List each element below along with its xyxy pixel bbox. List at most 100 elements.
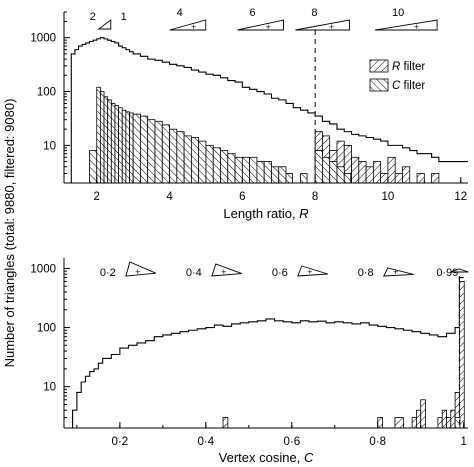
vertex-cosine-y-tick-label: 100 <box>37 323 56 335</box>
triangle-centroid-marker: + <box>221 268 227 276</box>
length-ratio-bar-r-filter <box>416 173 425 184</box>
triangle-inset-shape <box>375 19 438 31</box>
length-ratio-y-tick-label: 100 <box>37 87 56 99</box>
length-ratio-bar-c-filter <box>336 166 345 184</box>
vertex-cosine-bar-r-filter <box>420 399 426 429</box>
triangle-centroid-marker: + <box>307 268 313 276</box>
length-ratio-x-tick-label: 12 <box>454 191 467 203</box>
length-ratio-bar-c-filter <box>103 96 109 184</box>
length-ratio-bar-c-filter <box>107 99 112 184</box>
triangle-inset-label: 2 <box>90 11 96 23</box>
triangle-inset-label: 1 <box>121 11 127 23</box>
vertex-cosine-y-tick-label: 1000 <box>30 263 56 275</box>
length-ratio-bar-r-filter <box>402 166 411 184</box>
triangle-inset-shape <box>97 19 112 30</box>
length-ratio-bar-c-filter <box>212 147 221 184</box>
triangle-centroid-marker: + <box>135 268 141 276</box>
length-ratio-bar-c-filter <box>241 156 251 184</box>
length-ratio-bar-c-filter <box>220 150 229 184</box>
triangle-inset-label: 10 <box>392 7 404 19</box>
vertex-cosine-bar-r-filter <box>394 417 404 429</box>
triangle-inset-shape <box>450 268 469 273</box>
length-ratio-bar-c-filter <box>99 91 105 184</box>
length-ratio-bar-c-filter <box>300 173 308 184</box>
triangle-inset-shape <box>237 19 284 31</box>
triangle-inset-label: 0·6 <box>272 267 288 279</box>
vertex-cosine-x-tick-label: 1 <box>460 436 466 448</box>
vertex-cosine-y-tick-label: 10 <box>43 382 56 394</box>
length-ratio-bar-c-filter <box>314 150 323 184</box>
length-ratio-bar-c-filter <box>129 112 134 184</box>
triangle-inset-label: 0·4 <box>186 267 202 279</box>
length-ratio-bar-c-filter <box>256 161 265 184</box>
length-ratio-bar-r-filter <box>365 166 374 184</box>
vertex-cosine-bar-r-filter <box>459 281 465 429</box>
length-ratio-bar-c-filter <box>132 113 141 184</box>
length-ratio-series-all-step <box>70 37 468 183</box>
vertex-cosine-bar-r-filter <box>222 417 229 429</box>
length-ratio-bar-c-filter <box>285 173 293 184</box>
length-ratio-bar-c-filter <box>161 124 170 184</box>
length-ratio-x-axis-label: Length ratio, R <box>223 206 308 221</box>
vertex-cosine-bar-r-filter <box>450 409 456 429</box>
triangle-inset-label: 0·2 <box>100 267 116 279</box>
length-ratio-bar-r-filter <box>380 173 389 184</box>
length-ratio-x-tick-label: 6 <box>239 191 245 203</box>
vertex-cosine-triangle-insets: 0·2 +0·4 +0·6 +0·8 +0·99 <box>100 261 469 279</box>
legend-label-r-filter: R filter <box>392 61 425 73</box>
length-ratio-bar-c-filter <box>140 115 149 184</box>
length-ratio-bar-c-filter <box>110 103 116 184</box>
length-ratio-bar-c-filter <box>329 161 338 184</box>
triangle-inset-shape <box>211 263 242 277</box>
vertex-cosine-bar-r-filter <box>411 417 417 429</box>
vertex-cosine-bar-r-filter <box>446 417 452 429</box>
length-ratio-x-tick-label: 8 <box>312 191 318 203</box>
length-ratio-y-tick-label: 10 <box>43 140 56 152</box>
triangle-inset-label: 8 <box>311 7 317 19</box>
triangle-inset-label: 6 <box>249 7 255 19</box>
length-ratio-bar-r-filter <box>394 173 403 184</box>
length-ratio-bar-c-filter <box>198 140 207 184</box>
vertex-cosine-bar-r-filter <box>437 417 443 429</box>
vertex-cosine-bar-r-filter <box>377 417 383 429</box>
vertex-cosine-bar-r-filter <box>441 409 447 429</box>
length-ratio-bar-r-filter <box>351 156 360 184</box>
triangle-centroid-marker: + <box>191 23 197 31</box>
length-ratio-bar-c-filter <box>322 156 331 184</box>
triangle-inset-label: 4 <box>177 7 183 19</box>
length-ratio-bar-c-filter <box>249 156 258 184</box>
vertex-cosine-x-axis-label: Vertex cosine, C <box>219 450 314 465</box>
length-ratio-bar-c-filter <box>278 166 287 184</box>
length-ratio-bar-c-filter <box>263 161 272 184</box>
length-ratio-bar-c-filter <box>118 107 123 184</box>
length-ratio-marks <box>70 30 468 184</box>
length-ratio-bar-c-filter <box>234 156 243 184</box>
legend-swatch-c-filter <box>369 78 389 92</box>
triangle-inset-shape <box>295 19 350 31</box>
length-ratio-bar-c-filter <box>114 105 119 184</box>
vertex-cosine-x-tick-label: 0·8 <box>369 436 386 448</box>
length-ratio-bar-c-filter <box>147 119 156 184</box>
length-ratio-bar-c-filter <box>227 153 236 184</box>
length-ratio-bar-c-filter <box>121 109 127 184</box>
vertex-cosine-x-tick-label: 0·2 <box>112 436 129 448</box>
legend: R filter C filter <box>369 59 425 92</box>
vertex-cosine-panel: 10 100 1000 0·2 0·4 0·6 0·8 1 0·2 +0·4 +0·6 +0·8 +0… <box>30 258 469 465</box>
triangle-centroid-marker: + <box>328 23 334 31</box>
length-ratio-bar-c-filter <box>183 135 192 184</box>
vertex-cosine-x-tick-label: 0·6 <box>283 436 300 448</box>
length-ratio-bar-c-filter <box>154 120 163 184</box>
length-ratio-triangle-insets: 2 1 4 +6 +8 +10 + <box>90 7 438 31</box>
length-ratio-bar-r-filter <box>431 173 440 184</box>
length-ratio-bar-c-filter <box>271 166 280 184</box>
vertex-cosine-axes: 10 100 1000 0·2 0·4 0·6 0·8 1 <box>30 258 468 448</box>
length-ratio-bar-c-filter <box>169 128 178 184</box>
legend-swatch-r-filter <box>369 59 389 73</box>
length-ratio-bar-c-filter <box>96 86 101 184</box>
triangle-inset-shape <box>169 19 207 31</box>
vertex-cosine-marks <box>68 276 465 429</box>
vertex-cosine-series-all-step <box>68 277 464 429</box>
triangle-inset-label: 0·99 <box>436 267 458 279</box>
